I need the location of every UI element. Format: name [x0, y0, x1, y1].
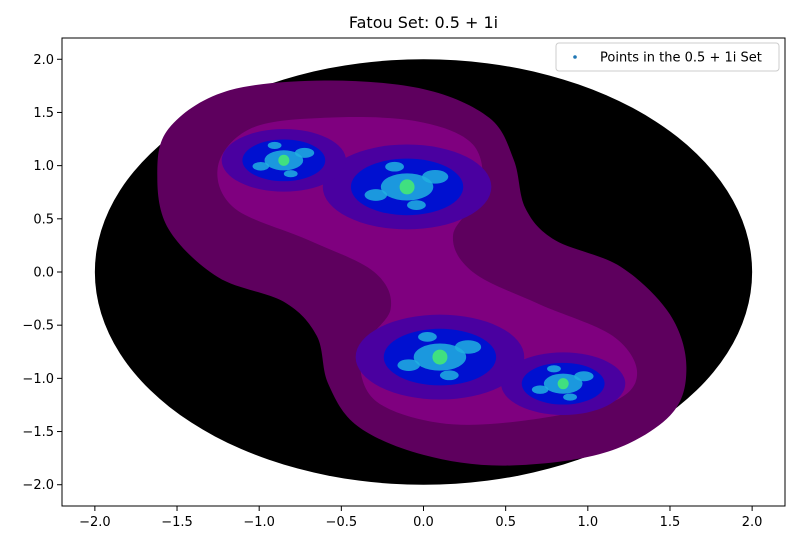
- fractal-clusters: [221, 129, 626, 415]
- x-tick-label: −2.0: [79, 515, 111, 530]
- cluster-highlight: [574, 371, 594, 382]
- cluster-highlight: [563, 393, 577, 401]
- x-tick-label: 2.0: [742, 515, 763, 530]
- y-tick-label: −0.5: [22, 319, 54, 334]
- cluster-peak: [278, 154, 290, 166]
- cluster-highlight: [364, 189, 388, 201]
- y-tick-label: 1.5: [33, 106, 54, 121]
- y-tick-label: 1.0: [33, 159, 54, 174]
- cluster-peak: [399, 179, 415, 195]
- x-tick-label: 1.5: [660, 515, 681, 530]
- y-tick-label: 0.5: [33, 212, 54, 227]
- cluster-peak: [432, 349, 448, 365]
- legend-label: Points in the 0.5 + 1i Set: [600, 51, 762, 66]
- cluster-highlight: [294, 147, 315, 158]
- cluster-highlight: [283, 170, 298, 178]
- y-tick-label: −1.0: [22, 372, 54, 387]
- x-tick-label: 0.0: [413, 515, 434, 530]
- cluster-highlight: [454, 340, 482, 354]
- y-tick-label: −2.0: [22, 478, 54, 493]
- cluster-highlight: [531, 385, 549, 394]
- cluster-highlight: [547, 365, 561, 373]
- cluster-highlight: [267, 141, 282, 150]
- x-tick-label: −1.0: [243, 515, 275, 530]
- cluster-highlight: [407, 200, 426, 210]
- x-tick-label: 1.0: [577, 515, 598, 530]
- x-axis: −2.0 −1.5 −1.0 −0.5 0.0 0.5 1.0 1.5 2.0: [79, 506, 762, 530]
- x-tick-label: −1.5: [161, 515, 193, 530]
- cluster-highlight: [418, 332, 437, 342]
- legend-box: [555, 42, 780, 72]
- y-axis: −2.0 −1.5 −1.0 −0.5 0.0 0.5 1.0 1.5 2.0: [22, 53, 62, 493]
- y-tick-label: 0.0: [33, 266, 54, 281]
- cluster-highlight: [439, 370, 459, 381]
- y-tick-label: 2.0: [33, 53, 54, 68]
- x-tick-label: 0.5: [495, 515, 516, 530]
- legend-marker: [573, 55, 577, 59]
- cluster-highlight: [397, 359, 420, 371]
- x-tick-label: −0.5: [326, 515, 358, 530]
- cluster-highlight: [252, 161, 270, 171]
- y-tick-label: −1.5: [22, 425, 54, 440]
- cluster-peak: [557, 378, 569, 390]
- mid-band: [217, 117, 638, 425]
- cluster-highlight: [422, 170, 449, 184]
- cluster-highlight: [385, 161, 404, 172]
- plot-area: [94, 59, 753, 485]
- chart-title: Fatou Set: 0.5 + 1i: [349, 13, 498, 32]
- legend: Points in the 0.5 + 1i Set: [555, 42, 780, 72]
